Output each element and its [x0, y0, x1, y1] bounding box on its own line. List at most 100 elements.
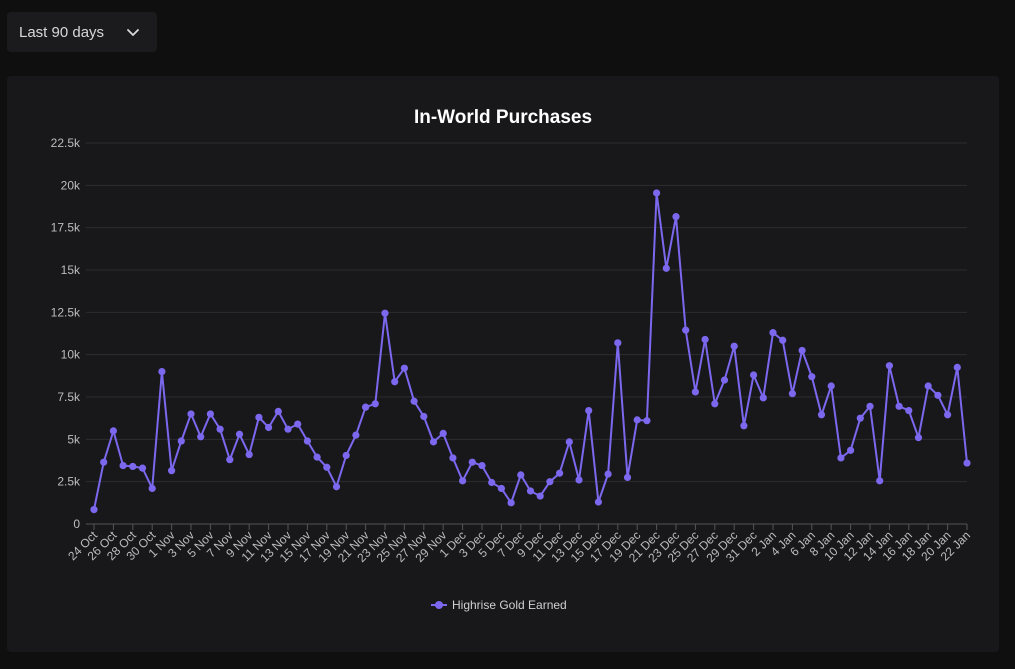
data-point[interactable] — [614, 339, 622, 347]
data-point[interactable] — [197, 433, 205, 441]
data-point[interactable] — [265, 423, 273, 432]
data-point[interactable] — [575, 476, 583, 484]
data-point[interactable] — [672, 213, 680, 221]
data-point[interactable] — [497, 484, 505, 493]
data-point[interactable] — [420, 412, 428, 421]
data-point[interactable] — [371, 400, 379, 408]
data-point[interactable] — [226, 456, 234, 464]
chart-card: In-World Purchases 0 2.5k 5k 7.5k 10k 12.5k 15… — [7, 76, 999, 652]
data-point[interactable] — [585, 406, 593, 415]
chevron-down-icon — [127, 29, 139, 36]
data-point[interactable] — [798, 346, 806, 355]
data-point[interactable] — [847, 446, 855, 454]
data-point[interactable] — [235, 430, 244, 438]
data-point[interactable] — [633, 416, 641, 424]
data-point[interactable] — [342, 451, 350, 460]
data-point[interactable] — [313, 453, 321, 461]
data-point[interactable] — [245, 450, 253, 459]
data-point[interactable] — [536, 492, 544, 500]
data-point[interactable] — [885, 362, 894, 370]
data-point[interactable] — [478, 461, 486, 470]
data-point[interactable] — [788, 390, 797, 398]
data-point[interactable] — [856, 414, 864, 422]
data-point[interactable] — [750, 371, 758, 379]
data-point[interactable] — [129, 462, 137, 471]
data-point[interactable] — [934, 391, 942, 399]
data-point[interactable] — [410, 397, 418, 405]
data-point[interactable] — [138, 464, 147, 472]
data-point[interactable] — [594, 498, 603, 506]
data-point[interactable] — [711, 400, 719, 408]
data-point[interactable] — [866, 402, 874, 410]
data-point[interactable] — [546, 478, 554, 486]
data-point[interactable] — [362, 403, 370, 411]
data-point[interactable] — [963, 459, 971, 467]
data-point[interactable] — [488, 478, 496, 487]
data-point[interactable] — [206, 410, 214, 418]
data-point[interactable] — [381, 309, 389, 317]
data-point[interactable] — [507, 499, 515, 507]
data-point[interactable] — [449, 454, 457, 462]
data-point[interactable] — [274, 407, 282, 415]
data-point[interactable] — [944, 411, 952, 419]
data-point[interactable] — [759, 394, 767, 402]
data-point[interactable] — [837, 454, 845, 462]
data-point[interactable] — [526, 487, 535, 495]
data-point[interactable] — [158, 368, 166, 376]
data-point[interactable] — [827, 382, 835, 390]
data-point[interactable] — [604, 470, 612, 478]
data-point[interactable] — [109, 427, 117, 435]
date-range-dropdown[interactable]: Last 90 days — [7, 12, 157, 52]
data-point[interactable] — [284, 425, 292, 433]
data-point[interactable] — [682, 326, 690, 334]
data-point[interactable] — [895, 402, 903, 410]
data-point[interactable] — [100, 458, 108, 466]
data-point[interactable] — [468, 458, 476, 466]
data-point[interactable] — [914, 434, 923, 442]
data-point[interactable] — [817, 411, 826, 419]
data-point[interactable] — [643, 417, 651, 425]
y-tick-label: 2.5k — [57, 475, 81, 489]
data-point[interactable] — [740, 422, 748, 430]
data-point[interactable] — [769, 329, 777, 337]
y-axis: 0 2.5k 5k 7.5k 10k 12.5k 15k 17.5k 20k 22.5k — [51, 136, 81, 531]
data-point[interactable] — [187, 410, 195, 418]
data-point[interactable] — [90, 506, 98, 514]
data-point[interactable] — [216, 425, 224, 433]
data-point[interactable] — [779, 336, 787, 344]
data-point[interactable] — [565, 438, 573, 446]
data-point[interactable] — [177, 437, 185, 445]
legend[interactable]: Highrise Gold Earned — [431, 598, 567, 612]
y-tick-label: 15k — [61, 263, 81, 277]
data-point[interactable] — [439, 429, 447, 438]
data-point[interactable] — [332, 483, 341, 491]
data-point[interactable] — [429, 438, 438, 446]
data-point[interactable] — [459, 477, 467, 485]
data-point[interactable] — [556, 469, 564, 477]
data-point[interactable] — [352, 431, 360, 439]
data-point[interactable] — [808, 373, 816, 381]
data-point[interactable] — [653, 189, 661, 197]
data-point[interactable] — [400, 364, 408, 372]
data-point[interactable] — [730, 342, 738, 350]
data-point[interactable] — [924, 382, 932, 390]
data-point[interactable] — [168, 467, 176, 475]
y-tick-label: 7.5k — [57, 390, 81, 404]
data-point[interactable] — [876, 477, 884, 485]
data-point[interactable] — [255, 413, 263, 421]
data-point[interactable] — [119, 461, 127, 470]
data-point[interactable] — [905, 406, 913, 415]
data-point[interactable] — [662, 264, 670, 272]
chart-grid — [86, 142, 967, 525]
data-point[interactable] — [148, 484, 156, 493]
data-point[interactable] — [623, 473, 632, 482]
data-point[interactable] — [391, 378, 399, 386]
data-point[interactable] — [323, 463, 331, 471]
data-point[interactable] — [517, 471, 525, 479]
data-point[interactable] — [294, 420, 302, 428]
data-point[interactable] — [720, 376, 729, 384]
data-point[interactable] — [953, 363, 961, 371]
data-point[interactable] — [691, 388, 700, 396]
data-point[interactable] — [303, 437, 311, 445]
data-point[interactable] — [701, 335, 709, 344]
